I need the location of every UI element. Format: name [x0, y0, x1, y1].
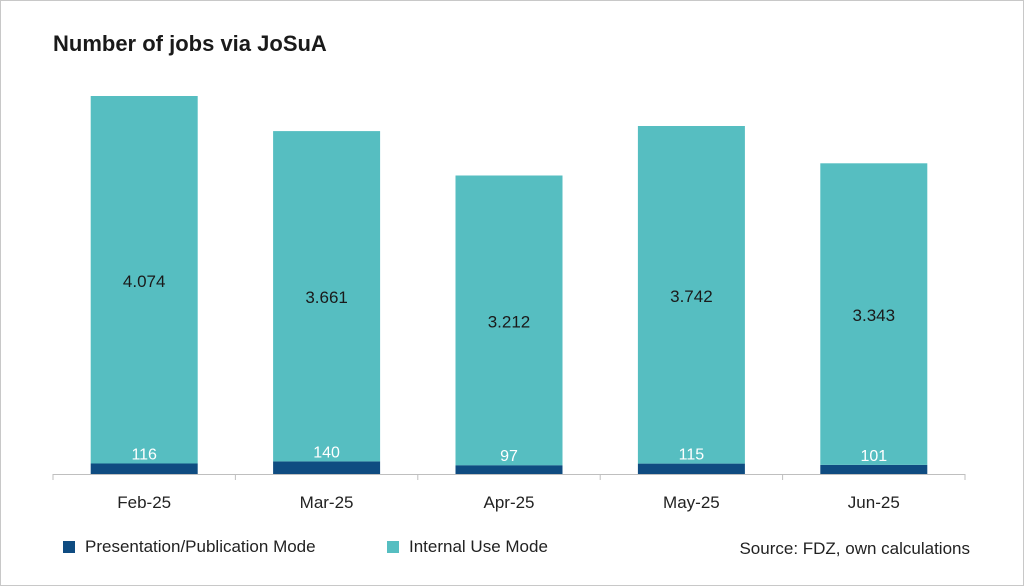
bar-internal-may-25	[637, 126, 745, 464]
legend-label-internal: Internal Use Mode	[409, 537, 548, 556]
data-label-presentation-may-25: 115	[679, 447, 705, 464]
bar-presentation-apr-25	[455, 465, 563, 474]
data-label-presentation-feb-25: 116	[131, 447, 157, 464]
legend-item-internal: Internal Use Mode	[387, 537, 548, 557]
x-tick-label-may-25: May-25	[663, 493, 720, 512]
bar-presentation-feb-25	[90, 463, 198, 474]
bar-internal-mar-25	[273, 131, 381, 462]
bar-internal-jun-25	[820, 163, 928, 465]
bar-internal-apr-25	[455, 175, 563, 466]
x-tick-label-jun-25: Jun-25	[848, 493, 900, 512]
bar-presentation-mar-25	[273, 461, 381, 474]
data-label-presentation-mar-25: 140	[313, 444, 340, 461]
data-label-internal-jun-25: 3.343	[853, 306, 896, 325]
x-axis: Feb-25 Mar-25 Apr-25 May-25 Jun-25	[52, 474, 966, 512]
data-label-internal-mar-25: 3.661	[305, 288, 348, 307]
data-label-internal-may-25: 3.742	[670, 287, 713, 306]
x-tick-label-feb-25: Feb-25	[117, 493, 171, 512]
source-note: Source: FDZ, own calculations	[739, 539, 970, 558]
legend-label-presentation: Presentation/Publication Mode	[85, 537, 316, 556]
data-label-presentation-apr-25: 97	[500, 448, 518, 465]
x-tick-label-mar-25: Mar-25	[300, 493, 354, 512]
data-label-presentation-jun-25: 101	[860, 448, 887, 465]
data-label-internal-feb-25: 4.074	[123, 272, 166, 291]
bar-internal-feb-25	[90, 96, 198, 464]
legend-swatch-internal	[387, 541, 399, 553]
chart-title: Number of jobs via JoSuA	[53, 31, 327, 56]
bar-presentation-may-25	[637, 463, 745, 474]
data-labels-group: 116 4.074 140 3.661 97 3.212 115 3.742 101 3.343	[123, 272, 895, 465]
legend-item-presentation: Presentation/Publication Mode	[63, 537, 316, 557]
data-label-internal-apr-25: 3.212	[488, 312, 531, 331]
x-tick-label-apr-25: Apr-25	[483, 493, 534, 512]
bar-presentation-jun-25	[820, 464, 928, 474]
legend-swatch-presentation	[63, 541, 75, 553]
bars-group	[90, 96, 928, 474]
